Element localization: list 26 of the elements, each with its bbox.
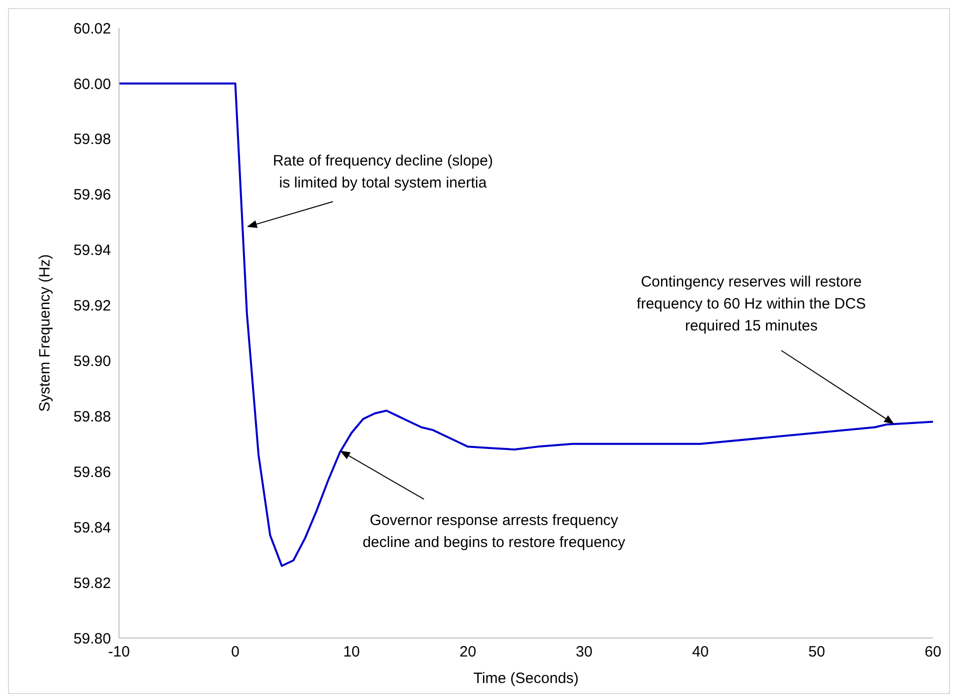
- x-tick-label: 20: [460, 644, 476, 661]
- line-series: [119, 82, 933, 567]
- x-tick-label: 60: [924, 644, 942, 661]
- y-tick-label: 59.84: [73, 519, 111, 536]
- y-tick-label: 59.88: [73, 408, 111, 426]
- y-tick-label: 59.82: [73, 574, 111, 592]
- x-tick-label: 30: [576, 644, 592, 661]
- x-tick-label: 40: [692, 644, 709, 661]
- y-tick-label: 59.92: [73, 298, 111, 315]
- y-tick-label: 59.90: [73, 353, 111, 370]
- y-tick-label: 59.80: [73, 630, 111, 648]
- y-tick-label: 59.94: [73, 242, 111, 260]
- annotation: Governor response arrests frequency decline and begins to restore frequency: [362, 512, 626, 552]
- y-tick-label: 59.98: [73, 131, 111, 148]
- y-tick-label: 60.00: [73, 76, 111, 93]
- y-tick-label: 60.02: [73, 20, 111, 38]
- x-tick-label: -10: [108, 644, 130, 661]
- y-tick-label: 59.86: [73, 464, 111, 481]
- y-axis-title: System Frequency (Hz): [36, 254, 54, 412]
- annotation: Rate of frequency decline (slope) is limited by total system inertia: [272, 152, 493, 192]
- x-axis-title: Time (Seconds): [473, 670, 579, 687]
- annotation: Contingency reserves will restore frequency to 60 Hz within the DCS required 15 minutes: [636, 274, 866, 334]
- y-tick-label: 59.96: [73, 186, 111, 204]
- x-tick-label: 10: [343, 644, 360, 661]
- x-tick-label: 50: [808, 644, 826, 661]
- x-tick-label: 0: [231, 644, 240, 661]
